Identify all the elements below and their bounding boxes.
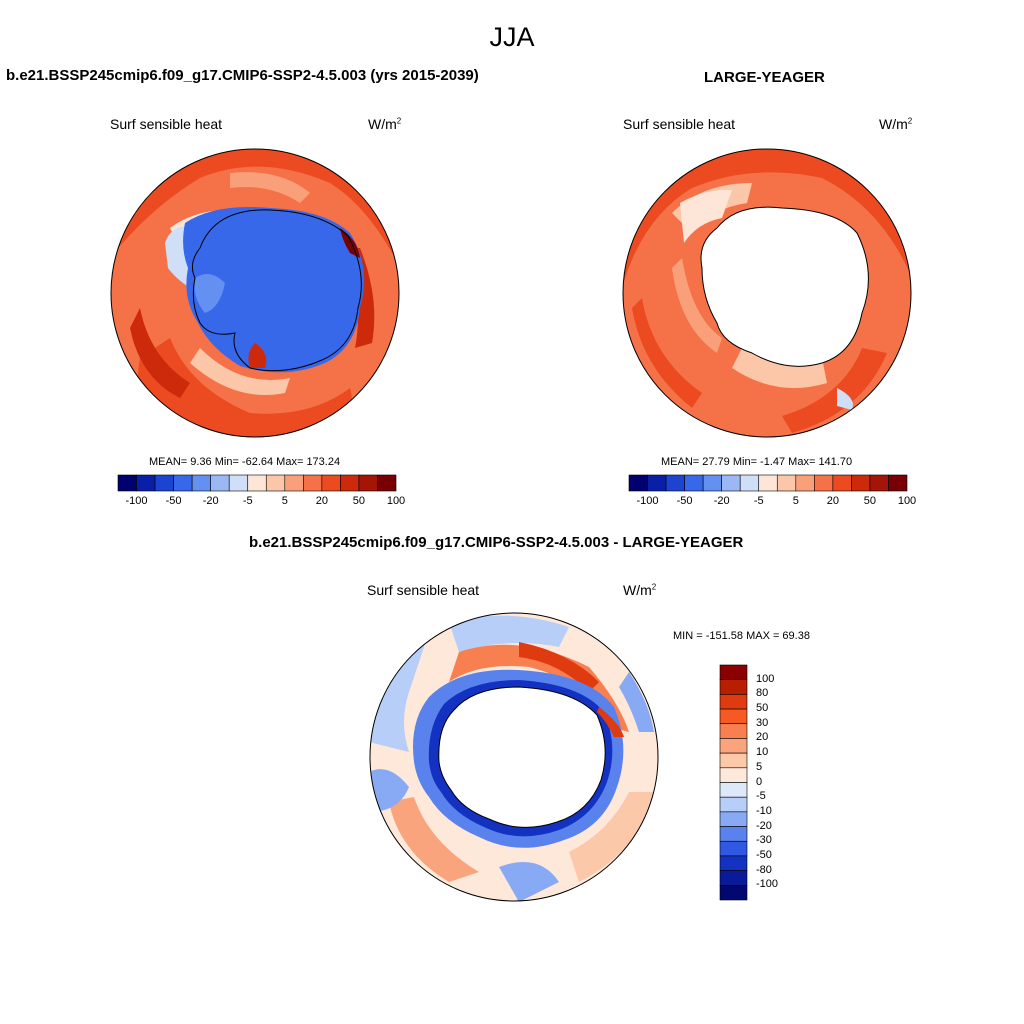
obs-units-label: W/m2 (879, 116, 913, 132)
model-variable-label: Surf sensible heat (110, 116, 223, 132)
model-colorbar-tick-label: -100 (125, 495, 148, 507)
diff-colorbar (719, 664, 748, 901)
model-colorbar-tick-label: -5 (242, 495, 253, 507)
diff-colorbar-tick-label: -20 (756, 819, 772, 832)
diff-variable-label: Surf sensible heat (367, 582, 480, 598)
diff-colorbar-tick-label: 20 (756, 731, 769, 744)
model-units-label: W/m2 (368, 116, 402, 132)
model-colorbar-swatch (358, 474, 378, 492)
obs-colorbar-tick-label: 20 (826, 495, 839, 507)
obs-colorbar-swatch (832, 474, 852, 492)
model-colorbar-tick-label: -50 (165, 495, 182, 507)
model-colorbar-swatch (303, 474, 323, 492)
diff-colorbar-tick-label: -100 (756, 878, 779, 891)
diff-colorbar-tick-label: 100 (756, 672, 775, 685)
diff-colorbar-swatch (719, 870, 748, 886)
model-colorbar-tick-label: 5 (281, 495, 288, 507)
diff-colorbar-tick-label: -30 (756, 834, 772, 847)
diff-colorbar-swatch (719, 826, 748, 842)
model-colorbar-swatch (247, 474, 267, 492)
obs-colorbar-swatch (888, 474, 908, 492)
diff-colorbar-tick-label: -10 (756, 804, 772, 817)
diff-colorbar-tick-label: 30 (756, 716, 769, 729)
diff-colorbar-swatch (719, 767, 748, 783)
diff-polar-map (369, 612, 659, 902)
obs-colorbar-swatch (684, 474, 704, 492)
obs-panel-title: LARGE-YEAGER (704, 69, 825, 86)
diff-colorbar-swatch (719, 855, 748, 871)
diff-colorbar-swatch (719, 752, 748, 769)
obs-colorbar-tick-label: -100 (636, 495, 659, 507)
obs-colorbar (628, 474, 908, 492)
obs-colorbar-tick-label: -5 (753, 495, 764, 507)
obs-colorbar-swatch (776, 474, 797, 492)
diff-colorbar-swatch (719, 738, 748, 754)
model-stats: MEAN= 9.36 Min= -62.64 Max= 173.24 (149, 456, 341, 468)
model-polar-map (110, 148, 400, 438)
model-colorbar-swatch (321, 474, 341, 492)
diff-colorbar-swatch (719, 782, 748, 798)
model-colorbar-swatch (173, 474, 193, 492)
diff-colorbar-tick-label: 5 (756, 760, 763, 773)
diff-panel-title: b.e21.BSSP245cmip6.f09_g17.CMIP6-SSP2-4.… (249, 534, 744, 551)
obs-colorbar-swatch (702, 474, 722, 492)
diff-stats: MIN = -151.58 MAX = 69.38 (673, 630, 810, 642)
diff-colorbar-swatch (719, 708, 748, 725)
figure-title: JJA (489, 22, 535, 52)
obs-colorbar-tick-label: 100 (897, 495, 917, 507)
model-colorbar-swatch (117, 474, 137, 492)
model-colorbar-swatch (265, 474, 286, 492)
obs-colorbar-swatch (869, 474, 889, 492)
model-colorbar-swatch (228, 474, 249, 492)
model-colorbar-tick-label: 50 (352, 495, 366, 507)
obs-colorbar-tick-label: 50 (863, 495, 877, 507)
obs-colorbar-swatch (814, 474, 834, 492)
obs-colorbar-tick-label: -20 (713, 495, 730, 507)
diff-colorbar-swatch (719, 679, 748, 695)
obs-colorbar-swatch (795, 474, 815, 492)
diff-colorbar-tick-label: -80 (756, 863, 772, 876)
obs-colorbar-tick-label: 5 (792, 495, 799, 507)
diff-colorbar-swatch (719, 885, 748, 901)
diff-colorbar-tick-label: -5 (756, 790, 766, 803)
obs-colorbar-tick-label: -50 (676, 495, 693, 507)
diff-colorbar-tick-label: 80 (756, 687, 769, 700)
model-colorbar-swatch (136, 474, 156, 492)
model-colorbar-swatch (191, 474, 211, 492)
diff-colorbar-swatch (719, 664, 748, 680)
diff-colorbar-tick-label: 50 (756, 702, 769, 715)
diff-colorbar-tick-label: 10 (756, 746, 769, 759)
diff-colorbar-swatch (719, 811, 748, 827)
obs-colorbar-swatch (739, 474, 760, 492)
model-colorbar-swatch (340, 474, 360, 492)
obs-colorbar-swatch (665, 474, 685, 492)
obs-variable-label: Surf sensible heat (623, 116, 736, 132)
obs-colorbar-swatch (628, 474, 648, 492)
diff-colorbar-swatch (719, 796, 748, 813)
diff-colorbar-tick-label: 0 (756, 775, 763, 788)
model-colorbar-swatch (210, 474, 230, 492)
obs-colorbar-swatch (758, 474, 778, 492)
model-colorbar (117, 474, 397, 492)
model-colorbar-swatch (154, 474, 174, 492)
model-panel-title: b.e21.BSSP245cmip6.f09_g17.CMIP6-SSP2-4.… (6, 67, 479, 84)
diff-units-label: W/m2 (623, 582, 657, 598)
model-colorbar-tick-label: 20 (315, 495, 328, 507)
model-colorbar-tick-label: -20 (202, 495, 219, 507)
diff-colorbar-swatch (719, 694, 748, 710)
model-colorbar-swatch (284, 474, 304, 492)
diff-colorbar-swatch (719, 840, 748, 857)
obs-stats: MEAN= 27.79 Min= -1.47 Max= 141.70 (661, 456, 853, 468)
diff-colorbar-tick-label: -50 (756, 848, 772, 861)
model-colorbar-tick-label: 100 (386, 495, 406, 507)
obs-polar-map (622, 148, 912, 438)
diff-colorbar-swatch (719, 723, 748, 739)
obs-colorbar-swatch (647, 474, 667, 492)
obs-colorbar-swatch (721, 474, 741, 492)
model-colorbar-swatch (377, 474, 397, 492)
obs-colorbar-swatch (851, 474, 871, 492)
